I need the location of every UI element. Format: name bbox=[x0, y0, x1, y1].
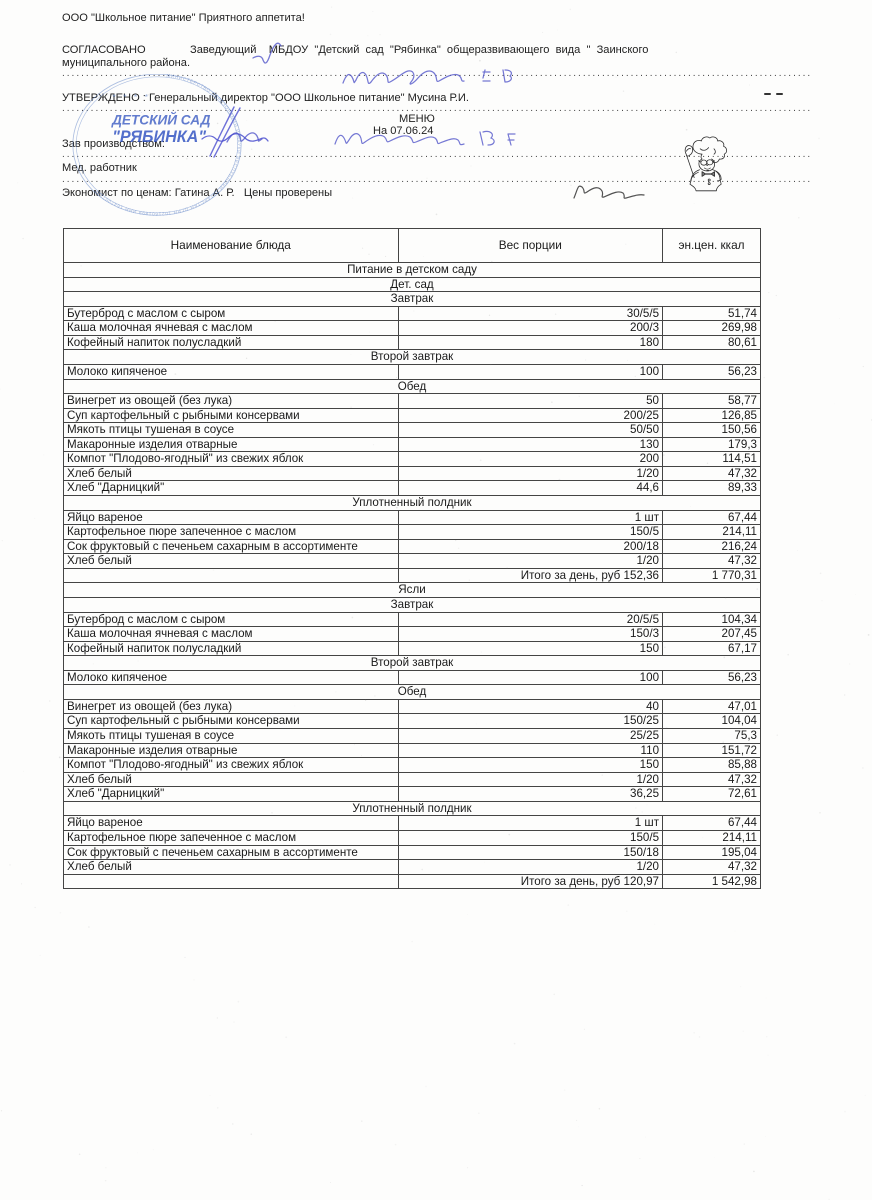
svg-text:"РЯБИНКА": "РЯБИНКА" bbox=[112, 128, 206, 146]
svg-text:. . . .: . . . . bbox=[115, 109, 161, 115]
svg-text:* * * *: * * * * bbox=[112, 92, 150, 102]
